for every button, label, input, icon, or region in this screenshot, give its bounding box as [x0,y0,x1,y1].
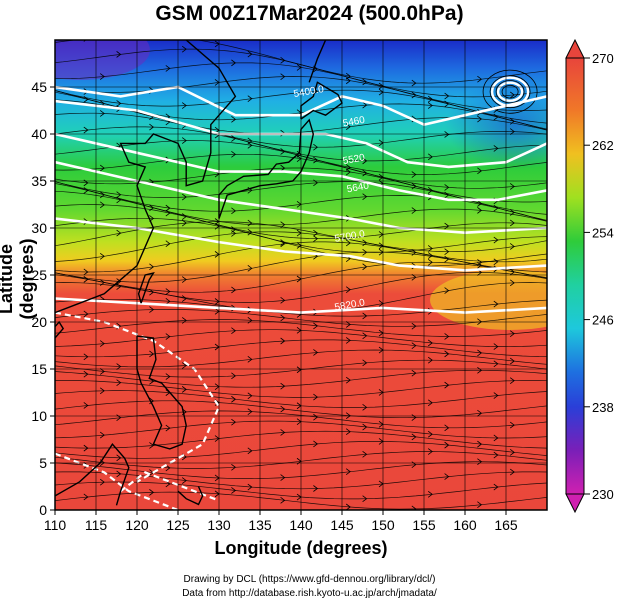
colorbar-tick-label: 238 [592,400,614,415]
x-tick-label: 125 [166,517,190,533]
colorbar-ticks: 270 262 254 246 238 230 [584,51,614,502]
y-tick-label: 10 [31,408,47,424]
colorbar-tick-label: 254 [592,225,614,240]
colorbar-tick-label: 270 [592,51,614,66]
x-tick-label: 115 [85,517,108,533]
x-tick-label: 150 [371,517,395,533]
credit-drawing: Drawing by DCL (https://www.gfd-dennou.o… [183,574,436,585]
y-tick-label: 15 [31,361,47,377]
colorbar-bottom-arrow [565,493,585,514]
y-axis-ticks: 0 5 10 15 20 25 30 35 40 45 [31,79,55,518]
y-tick-label: 30 [31,220,47,236]
x-tick-label: 135 [248,517,272,533]
cutoff-low-shading [445,80,547,170]
y-tick-label: 45 [31,79,47,95]
y-tick-label: 40 [31,126,47,142]
x-tick-label: 160 [453,517,477,533]
chart-title: GSM 00Z17Mar2024 (500.0hPa) [155,2,464,25]
colorbar-tick-label: 246 [592,313,614,328]
map-plot: 5400.0 5460 5520 5640 5700.0 5820.0 110 115 120… [31,38,614,533]
yellow-tongue [430,270,547,330]
x-tick-label: 130 [207,517,231,533]
grid-lines [55,40,547,510]
cold-core-west [55,40,150,80]
x-tick-label: 120 [125,517,149,533]
x-tick-label: 140 [289,517,313,533]
contour-labels: 5400.0 5460 5520 5640 5700.0 5820.0 [293,84,371,314]
contour-label: 5400.0 [293,84,325,100]
y-tick-label: 25 [31,267,47,283]
x-axis-ticks: 110 115 120 125 130 135 140 145 150 155 160 165 [44,510,518,533]
colorbar-top-arrow [565,38,585,59]
contour-lines [55,76,547,510]
x-tick-label: 145 [330,517,354,533]
y-tick-label: 35 [31,173,47,189]
colorbar: 270 262 254 246 238 230 [565,38,614,514]
contour-label: 5520 [342,152,366,167]
x-axis-label: Longitude (degrees) [214,538,388,558]
contour-label: 5460 [342,115,366,130]
colorbar-body [565,57,585,495]
contour-label: 5700.0 [334,229,366,245]
x-tick-label: 155 [412,517,436,533]
y-tick-label: 0 [39,502,47,518]
contour-label: 5640 [346,181,370,196]
x-tick-label: 165 [494,517,518,533]
y-tick-label: 20 [31,314,47,330]
colorbar-tick-label: 262 [592,138,614,153]
colorbar-tick-label: 230 [592,487,614,502]
y-tick-label: 5 [39,455,47,471]
x-tick-label: 110 [44,517,67,533]
credit-data: Data from http://database.rish.kyoto-u.a… [182,588,437,599]
contour-label: 5820.0 [334,297,366,313]
